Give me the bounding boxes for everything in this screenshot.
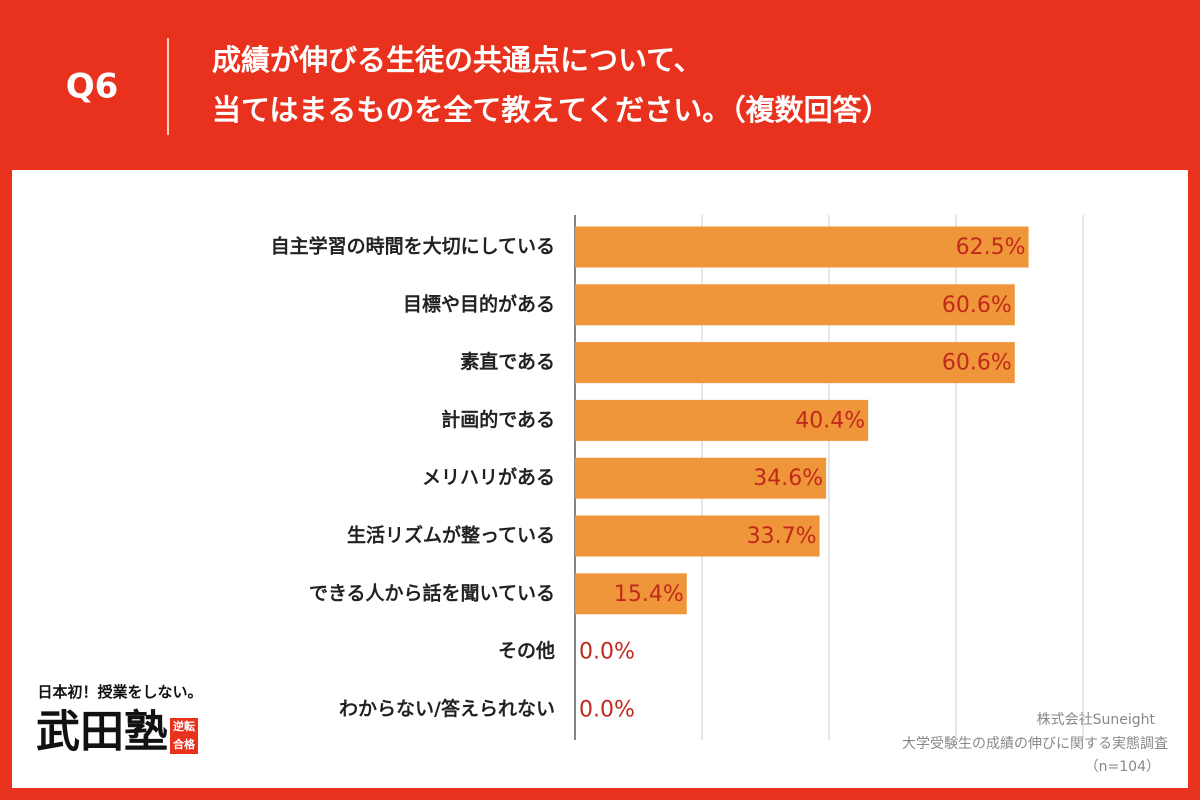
y-tick-label: できる人から話を聞いている bbox=[309, 581, 555, 604]
logo-name: 武田塾 bbox=[36, 707, 168, 758]
value-label: 60.6% bbox=[942, 351, 1012, 376]
y-tick-label: その他 bbox=[498, 639, 555, 662]
y-tick-label: メリハリがある bbox=[422, 466, 555, 489]
bar bbox=[575, 399, 869, 441]
logo: 日本初！授業をしない。 武田塾 逆転 合格 bbox=[36, 683, 203, 758]
y-tick-label: 計画的である bbox=[441, 408, 555, 431]
y-tick-label: 素直である bbox=[460, 350, 555, 373]
value-label: 60.6% bbox=[942, 293, 1012, 318]
bar bbox=[575, 342, 1015, 384]
value-label: 40.4% bbox=[795, 408, 865, 433]
bar bbox=[575, 226, 1029, 268]
bar bbox=[575, 515, 820, 557]
source: 大学受験生の成績の伸びに関する実態調査 bbox=[902, 736, 1168, 752]
logo-tagline: 日本初！授業をしない。 bbox=[37, 683, 202, 701]
bar bbox=[575, 284, 1015, 326]
logo-badge bbox=[170, 718, 198, 754]
value-label: 33.7% bbox=[747, 524, 817, 549]
value-label: 0.0% bbox=[579, 697, 635, 722]
title-line: 当てはまるものを全て教えてください。（複数回答） bbox=[212, 93, 891, 127]
y-tick-label: 自主学習の時間を大切にしている bbox=[271, 235, 555, 258]
value-label: 0.0% bbox=[579, 640, 635, 665]
value-label: 34.6% bbox=[753, 466, 823, 491]
title-line: 成績が伸びる生徒の共通点について、 bbox=[212, 43, 703, 77]
value-label: 15.4% bbox=[614, 582, 684, 607]
value-label: 62.5% bbox=[956, 235, 1026, 260]
bar bbox=[575, 457, 827, 499]
y-tick-label: 生活リズムが整っている bbox=[347, 524, 555, 547]
source: （n=104） bbox=[1085, 759, 1160, 775]
logo-badge-text: 合格 bbox=[173, 737, 196, 751]
bar bbox=[575, 573, 687, 615]
question: Q6 bbox=[66, 67, 119, 107]
source: 株式会社Suneight bbox=[1037, 712, 1156, 728]
logo-badge-text: 逆転 bbox=[173, 719, 195, 733]
y-tick-label: 目標や目的がある bbox=[403, 292, 555, 315]
y-tick-label: わからない/答えられない bbox=[339, 697, 555, 720]
